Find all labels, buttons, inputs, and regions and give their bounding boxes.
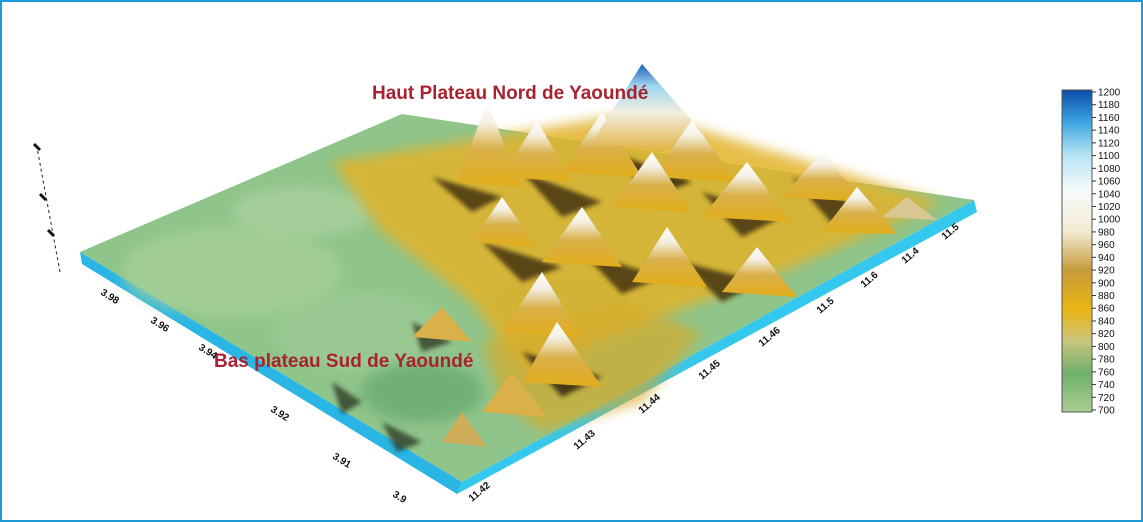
z-axis — [32, 141, 61, 273]
colorbar-tick-label: 740 — [1098, 380, 1115, 391]
terrain-base — [80, 200, 977, 494]
colorbar-tick-label: 700 — [1098, 406, 1115, 417]
colorbar-tick-label: 1040 — [1098, 189, 1121, 200]
colorbar-tick-label: 1180 — [1098, 100, 1120, 111]
lon-tick-label: 11.5 — [815, 295, 837, 316]
colorbar-tick-label: 860 — [1098, 304, 1115, 315]
colorbar-tick-label: 1060 — [1098, 177, 1121, 188]
colorbar-tick-label: 1160 — [1098, 113, 1120, 124]
colorbar-tick-label: 880 — [1098, 291, 1115, 302]
colorbar-tick-label: 760 — [1098, 367, 1115, 378]
colorbar-tick-label: 1080 — [1098, 164, 1121, 175]
colorbar-scale — [1061, 89, 1093, 413]
colorbar-tick-label: 1000 — [1098, 215, 1121, 226]
colorbar-tick-label: 1200 — [1098, 88, 1121, 99]
colorbar-tick-label: 960 — [1098, 240, 1115, 251]
colorbar-tick-label: 980 — [1098, 227, 1115, 238]
colorbar-tick-label: 1020 — [1098, 202, 1121, 213]
annotation-north: Haut Plateau Nord de Yaoundé — [372, 83, 648, 104]
colorbar-tick-label: 1140 — [1098, 126, 1120, 137]
colorbar-tick-label: 1120 — [1098, 138, 1120, 149]
annotation-south: Bas plateau Sud de Yaoundé — [214, 351, 473, 372]
colorbar-tick-label: 920 — [1098, 266, 1115, 277]
colorbar-ticks: 1200118011601140112011001080106010401020… — [1092, 88, 1121, 417]
lat-tick-label: 3.9 — [390, 489, 408, 506]
lat-tick-label: 3.92 — [268, 404, 291, 424]
lat-tick-label: 3.98 — [98, 287, 121, 307]
colorbar-tick-label: 840 — [1098, 316, 1115, 327]
colorbar-tick-label: 720 — [1098, 393, 1115, 404]
lat-tick-label: 3.91 — [330, 451, 353, 471]
colorbar-tick-label: 780 — [1098, 355, 1115, 366]
colorbar-tick-label: 1100 — [1098, 151, 1120, 162]
colorbar: 1200118011601140112011001080106010401020… — [1061, 88, 1121, 417]
colorbar-tick-label: 820 — [1098, 329, 1115, 340]
terrain-surface — [80, 64, 974, 482]
lat-tick-label: 3.96 — [148, 315, 171, 335]
colorbar-tick-label: 800 — [1098, 342, 1115, 353]
terrain-peaks — [412, 64, 937, 447]
lon-tick-label: 11.43 — [572, 428, 598, 452]
colorbar-tick-label: 900 — [1098, 278, 1115, 289]
colorbar-tick-label: 940 — [1098, 253, 1115, 264]
